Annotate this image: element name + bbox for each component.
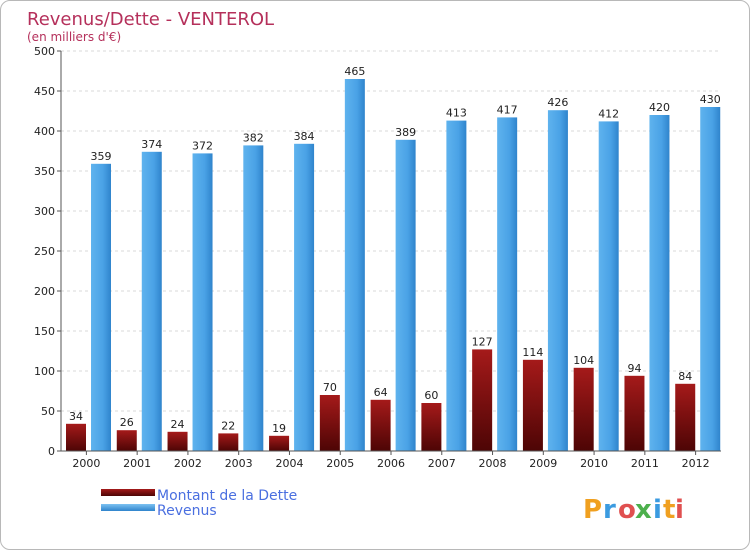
bar-revenus: [497, 117, 518, 452]
logo-letter: r: [603, 495, 616, 525]
data-label-dette: 34: [69, 410, 83, 423]
chart-title: Revenus/Dette - VENTEROL: [27, 9, 274, 30]
y-tick-label: 250: [34, 245, 55, 258]
legend-label-dette: Montant de la Dette: [157, 488, 297, 504]
x-tick-label: 2001: [123, 457, 151, 470]
x-tick-label: 2003: [225, 457, 253, 470]
bar-dette: [116, 430, 137, 451]
bar-revenus: [91, 163, 111, 452]
x-tick-label: 2002: [174, 457, 202, 470]
bar-revenus: [395, 139, 416, 452]
bar-dette: [675, 383, 696, 451]
data-label-dette: 84: [678, 370, 692, 383]
logo-letter: P: [583, 495, 602, 525]
logo-letter: t: [663, 495, 675, 525]
x-tick-label: 2011: [631, 457, 659, 470]
data-label-dette: 64: [374, 386, 388, 399]
x-tick-label: 2009: [529, 457, 557, 470]
bar-dette: [573, 367, 594, 451]
data-label-revenus: 384: [294, 130, 315, 143]
bar-revenus: [649, 115, 670, 451]
y-tick-label: 50: [41, 405, 55, 418]
axis-layer: 0 50 100 150 200 250 300 350 400 450 500 2000 2001 20…: [34, 45, 721, 470]
y-tick-label: 400: [34, 125, 55, 138]
x-tick-label: 2010: [580, 457, 608, 470]
bar-dette: [370, 399, 391, 451]
data-label-dette: 24: [171, 418, 185, 431]
bar-dette: [269, 435, 290, 451]
data-label-dette: 94: [627, 362, 641, 375]
bar-revenus: [192, 153, 213, 451]
bar-revenus: [700, 107, 721, 451]
bar-revenus: [598, 121, 619, 452]
bar-dette: [66, 423, 86, 451]
data-label-revenus: 465: [344, 65, 365, 78]
data-label-revenus: 382: [243, 131, 264, 144]
legend-swatch-revenus: [101, 504, 155, 511]
data-label-revenus: 417: [497, 103, 518, 116]
data-label-dette: 60: [424, 389, 438, 402]
x-tick-label: 2007: [428, 457, 456, 470]
bar-dette: [167, 431, 188, 451]
legend-label-revenus: Revenus: [157, 503, 217, 519]
y-tick-label: 300: [34, 205, 55, 218]
logo-letter: o: [618, 495, 636, 525]
bar-dette: [472, 349, 493, 451]
data-label-dette: 19: [272, 422, 286, 435]
data-label-dette: 22: [221, 419, 235, 432]
data-label-dette: 70: [323, 381, 337, 394]
data-label-revenus: 420: [649, 101, 670, 114]
data-label-revenus: 389: [395, 126, 416, 139]
bar-revenus: [446, 120, 467, 451]
bar-revenus: [141, 151, 162, 452]
x-tick-label: 2000: [72, 457, 100, 470]
y-tick-label: 100: [34, 365, 55, 378]
data-label-dette: 114: [522, 346, 543, 359]
data-label-revenus: 359: [91, 150, 112, 163]
data-label-revenus: 412: [598, 107, 619, 120]
x-tick-label: 2012: [682, 457, 710, 470]
bar-dette: [624, 375, 645, 451]
data-label-revenus: 374: [141, 138, 162, 151]
bar-dette: [218, 433, 239, 451]
chart-subtitle: (en milliers d'€): [27, 30, 121, 44]
x-tick-label: 2008: [479, 457, 507, 470]
y-tick-label: 0: [48, 445, 55, 458]
data-label-revenus: 430: [700, 93, 721, 106]
y-tick-label: 350: [34, 165, 55, 178]
x-tick-label: 2004: [275, 457, 303, 470]
y-tick-label: 150: [34, 325, 55, 338]
logo-letter: i: [653, 495, 662, 525]
data-label-dette: 104: [573, 354, 594, 367]
data-label-revenus: 372: [192, 139, 213, 152]
data-label-revenus: 426: [547, 96, 568, 109]
data-label-dette: 127: [472, 335, 493, 348]
x-tick-label: 2006: [377, 457, 405, 470]
grid-layer: [61, 50, 721, 412]
bar-revenus: [243, 145, 264, 451]
bar-revenus: [344, 79, 365, 451]
legend: Montant de la Dette Revenus: [101, 488, 297, 519]
x-tick-label: 2005: [326, 457, 354, 470]
bar-revenus: [294, 143, 315, 452]
bar-dette: [319, 395, 340, 451]
legend-swatch-dette: [101, 489, 155, 496]
y-tick-label: 500: [34, 45, 55, 58]
logo-letter: x: [635, 495, 652, 525]
bar-dette: [421, 403, 442, 451]
bar-revenus: [547, 110, 568, 451]
data-label-dette: 26: [120, 416, 134, 429]
data-label-revenus: 413: [446, 107, 467, 120]
logo-letter: i: [675, 495, 684, 525]
bars-layer: 34 359 26 374 24 372 22 382 19 384 70 465 64 389 60 413…: [66, 65, 721, 452]
y-tick-label: 200: [34, 285, 55, 298]
bar-dette: [522, 359, 543, 451]
y-tick-label: 450: [34, 85, 55, 98]
